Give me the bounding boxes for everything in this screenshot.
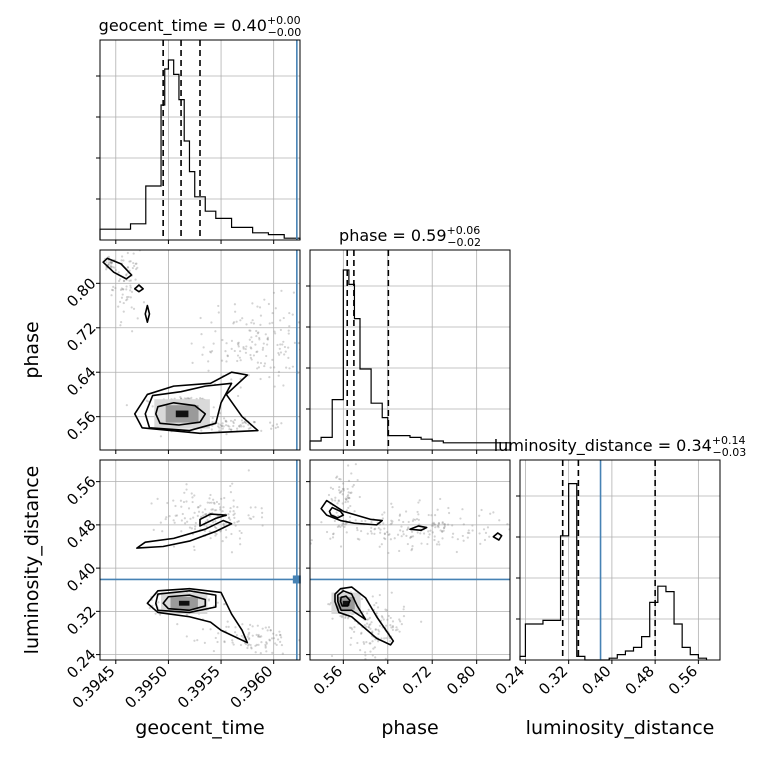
contour-geocent_time-vs-luminosity_distance-0 (162, 594, 207, 612)
grid-geocent_time (100, 40, 300, 240)
x-tick-label-geocent_time-2: 0.3955 (174, 662, 224, 712)
title-geocent_time: geocent_time = 0.40+0.00 −0.00 (99, 14, 302, 39)
y-axis-label-luminosity_distance: luminosity_distance (21, 466, 43, 655)
y-tick-label-phase-3: 0.80 (63, 274, 99, 310)
x-tick-label-phase-0: 0.56 (310, 662, 346, 698)
x-tick-label-luminosity_distance-2: 0.40 (578, 662, 614, 698)
contour-phase-vs-luminosity_distance-4 (320, 499, 384, 526)
truth-marker-geocent_time-vs-luminosity_distance (292, 575, 301, 584)
density-geocent_time-vs-phase-peak (175, 410, 189, 418)
panel-frame-phase (309, 249, 511, 451)
x-tick-label-phase-2: 0.72 (399, 662, 435, 698)
contour-geocent_time-vs-phase-3 (102, 257, 133, 280)
contour-geocent_time-vs-luminosity_distance-3 (136, 519, 233, 549)
title-phase: phase = 0.59+0.06 −0.02 (339, 224, 481, 249)
histogram-step-phase (309, 269, 511, 450)
y-tick-label-phase-2: 0.72 (63, 319, 99, 355)
contour-geocent_time-vs-luminosity_distance-2 (146, 587, 249, 644)
x-axis-label-luminosity_distance: luminosity_distance (526, 717, 715, 739)
x-tick-label-phase-3: 0.80 (443, 662, 479, 698)
x-axis-label-phase: phase (381, 717, 438, 739)
panel-frame-luminosity_distance (519, 459, 721, 661)
contour-geocent_time-vs-phase-1 (144, 382, 233, 432)
scatter-geocent_time-vs-luminosity_distance (148, 469, 300, 655)
panel-geocent_time-vs-phase (96, 250, 300, 450)
x-tick-label-geocent_time-3: 0.3960 (227, 662, 277, 712)
panel-frame-geocent_time (99, 39, 301, 241)
x-tick-label-phase-1: 0.64 (354, 662, 390, 698)
y-tick-label-phase-0: 0.56 (63, 408, 99, 444)
grid-phase-luminosity_distance (310, 460, 510, 660)
contour-geocent_time-vs-phase-4 (133, 284, 144, 293)
contour-phase-vs-luminosity_distance-1 (336, 590, 367, 621)
y-tick-label-phase-1: 0.64 (63, 363, 99, 399)
panel-frame-phase-vs-luminosity_distance (309, 459, 511, 661)
grid-geocent_time-luminosity_distance (100, 460, 300, 660)
histogram-luminosity_distance (516, 460, 708, 661)
scatter-phase-vs-luminosity_distance (310, 463, 510, 660)
grid-luminosity_distance (520, 460, 720, 660)
y-tick-label-luminosity_distance-2: 0.40 (63, 559, 99, 595)
y-tick-label-luminosity_distance-1: 0.32 (63, 602, 99, 638)
contour-phase-vs-luminosity_distance-5 (409, 525, 428, 532)
x-tick-label-luminosity_distance-1: 0.32 (535, 662, 571, 698)
contour-geocent_time-vs-phase-2 (133, 371, 259, 435)
contour-phase-vs-luminosity_distance-6 (492, 532, 503, 541)
panel-frame-geocent_time-vs-phase (99, 249, 301, 451)
title-luminosity_distance: luminosity_distance = 0.34+0.14 −0.03 (494, 434, 747, 459)
x-tick-label-luminosity_distance-3: 0.48 (622, 662, 658, 698)
histogram-step-geocent_time (99, 59, 301, 240)
panel-geocent_time-vs-luminosity_distance (96, 460, 301, 660)
y-axis-label-phase: phase (21, 321, 43, 378)
histogram-phase (306, 250, 511, 450)
contour-phase-vs-luminosity_distance-3 (328, 506, 345, 519)
x-tick-label-luminosity_distance-0: 0.24 (492, 662, 528, 698)
contour-phase-vs-luminosity_distance-2 (334, 586, 395, 646)
density-phase-vs-luminosity_distance-peak (342, 600, 350, 606)
y-tick-label-luminosity_distance-3: 0.48 (63, 516, 99, 552)
contour-geocent_time-vs-phase-5 (144, 304, 151, 324)
panel-frame-geocent_time-vs-luminosity_distance (99, 459, 301, 661)
histogram-geocent_time (96, 40, 301, 240)
density-geocent_time-vs-luminosity_distance-peak (178, 600, 190, 606)
contour-geocent_time-vs-luminosity_distance-4 (199, 513, 228, 527)
contour-geocent_time-vs-phase-0 (154, 401, 207, 426)
grid-phase (310, 250, 510, 450)
scatter-geocent_time-vs-phase (102, 250, 300, 438)
contour-phase-vs-luminosity_distance-0 (339, 595, 351, 607)
histogram-step-luminosity_distance (519, 483, 708, 661)
x-tick-label-luminosity_distance-4: 0.56 (665, 662, 701, 698)
y-tick-label-luminosity_distance-4: 0.56 (63, 473, 99, 509)
x-axis-label-geocent_time: geocent_time (135, 717, 264, 739)
contour-geocent_time-vs-luminosity_distance-1 (154, 590, 217, 614)
panel-phase-vs-luminosity_distance (306, 463, 510, 660)
x-tick-label-geocent_time-1: 0.3950 (121, 662, 171, 712)
